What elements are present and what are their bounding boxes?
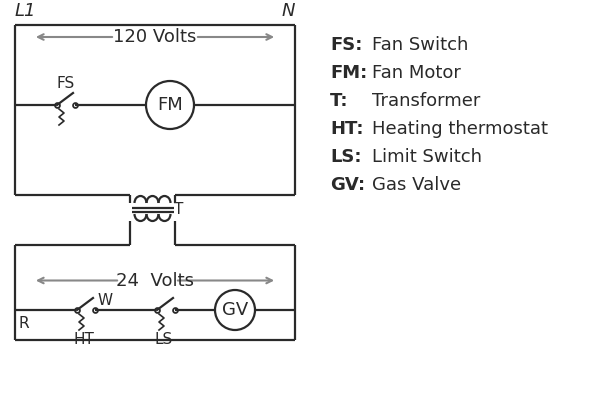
Text: R: R	[18, 316, 29, 331]
Text: LS: LS	[155, 332, 173, 347]
Text: W: W	[97, 293, 112, 308]
Text: Limit Switch: Limit Switch	[372, 148, 482, 166]
Text: L1: L1	[15, 2, 37, 20]
Text: Fan Motor: Fan Motor	[372, 64, 461, 82]
Text: HT: HT	[74, 332, 94, 347]
Text: GV:: GV:	[330, 176, 365, 194]
Text: HT:: HT:	[330, 120, 363, 138]
Text: Gas Valve: Gas Valve	[372, 176, 461, 194]
Text: T: T	[175, 202, 184, 218]
Text: Heating thermostat: Heating thermostat	[372, 120, 548, 138]
Text: FS:: FS:	[330, 36, 362, 54]
Text: FS: FS	[56, 76, 74, 91]
Text: FM:: FM:	[330, 64, 367, 82]
Text: GV: GV	[222, 301, 248, 319]
Text: FM: FM	[157, 96, 183, 114]
Text: Transformer: Transformer	[372, 92, 480, 110]
Text: LS:: LS:	[330, 148, 362, 166]
Text: N: N	[281, 2, 295, 20]
Text: 24  Volts: 24 Volts	[116, 272, 194, 290]
Text: 120 Volts: 120 Volts	[113, 28, 196, 46]
Text: Fan Switch: Fan Switch	[372, 36, 468, 54]
Text: T:: T:	[330, 92, 349, 110]
